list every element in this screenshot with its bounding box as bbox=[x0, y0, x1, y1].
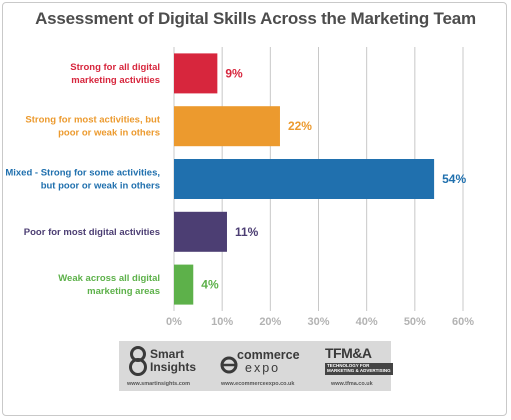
category-label-line: Poor for most digital activities bbox=[24, 227, 160, 238]
tfma-name: TFM&A bbox=[325, 345, 372, 361]
commerce-expo-logo: commerce expo www.ecommerceexpo.co.uk bbox=[217, 341, 315, 391]
x-tick-label: 40% bbox=[356, 316, 378, 328]
x-tick-label: 0% bbox=[166, 316, 182, 328]
category-label-line: Mixed - Strong for some activities, bbox=[5, 168, 160, 179]
category-label-line: Weak across all digital bbox=[58, 273, 160, 284]
smart-insights-url: www.smartinsights.com bbox=[127, 381, 191, 387]
data-label: 54% bbox=[442, 172, 466, 186]
bar bbox=[174, 53, 218, 94]
category-label: Weak across all digital marketing areas bbox=[58, 273, 160, 297]
commerce-expo-name-2: expo bbox=[245, 361, 281, 375]
category-label: Poor for most digital activities bbox=[24, 227, 160, 238]
bar bbox=[174, 211, 227, 252]
tfma-tagline: TECHNOLOGY FOR MARKETING & ADVERTISING bbox=[325, 363, 393, 375]
category-label-line: marketing areas bbox=[87, 286, 160, 297]
category-label-line: Strong for all digital bbox=[70, 62, 160, 73]
bar bbox=[174, 106, 280, 147]
tfma-logo: TFM&A TECHNOLOGY FOR MARKETING & ADVERTI… bbox=[321, 341, 393, 391]
tfma-tagline-2: MARKETING & ADVERTISING bbox=[327, 367, 391, 373]
x-tick-label: 60% bbox=[452, 316, 474, 328]
data-label: 9% bbox=[225, 66, 243, 80]
smart-insights-name-2: Insights bbox=[150, 360, 197, 374]
data-label: 11% bbox=[235, 225, 259, 239]
x-tick-label: 30% bbox=[307, 316, 329, 328]
category-label: Strong for most activities, but poor or w… bbox=[25, 115, 160, 139]
chart-title: Assessment of Digital Skills Across the … bbox=[35, 9, 476, 28]
commerce-expo-name-1: commerce bbox=[237, 348, 300, 362]
category-label-line: Strong for most activities, but bbox=[25, 115, 160, 126]
data-label: 4% bbox=[201, 278, 219, 292]
x-tick-label: 50% bbox=[404, 316, 426, 328]
category-label: Strong for all digital marketing activiti… bbox=[70, 62, 160, 86]
commerce-expo-icon bbox=[220, 356, 238, 374]
category-label-line: marketing activities bbox=[71, 75, 160, 86]
smart-insights-icon bbox=[129, 346, 147, 376]
tfma-url: www.tfma.co.uk bbox=[331, 381, 373, 387]
category-label: Mixed - Strong for some activities, but p… bbox=[5, 168, 160, 192]
smart-insights-logo: Smart Insights www.smartinsights.com bbox=[125, 341, 215, 391]
bar bbox=[174, 159, 435, 199]
x-tick-label: 10% bbox=[211, 316, 233, 328]
x-tick-label: 20% bbox=[259, 316, 281, 328]
tfma-tagline-1: TECHNOLOGY FOR bbox=[327, 363, 370, 368]
sponsor-logos: Smart Insights www.smartinsights.com com… bbox=[119, 341, 393, 391]
bar bbox=[174, 264, 194, 305]
smart-insights-name-1: Smart bbox=[150, 347, 185, 361]
data-label: 22% bbox=[288, 119, 312, 133]
category-label-line: but poor or weak in others bbox=[41, 181, 160, 192]
category-label-line: poor or weak in others bbox=[58, 128, 160, 139]
commerce-expo-url: www.ecommerceexpo.co.uk bbox=[221, 381, 295, 387]
